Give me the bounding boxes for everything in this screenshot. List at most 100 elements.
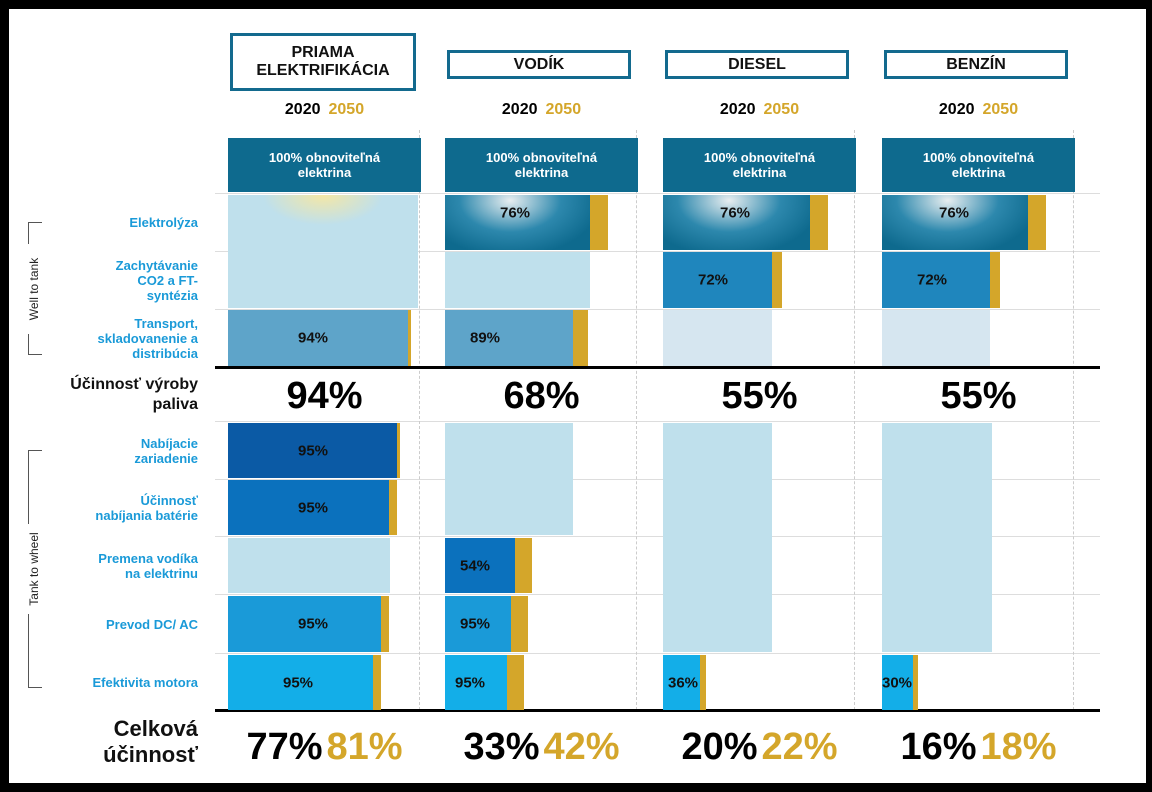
step-value: 95% [297,615,329,633]
step-value: 54% [459,557,491,574]
total-value: 18% [980,726,1057,768]
total: 33% 42% [435,722,648,772]
years: 2020 2050 [882,101,1075,121]
header-box: PRIAMA ELEKTRIFIKÁCIA [230,33,416,91]
row-divider [215,536,1100,537]
total-value: 20% [681,726,758,768]
bar [663,423,772,652]
row-divider [215,193,1100,194]
years: 2020 2050 [663,101,856,121]
total-value: 81% [326,726,403,768]
bar [882,655,913,710]
row-label: Efektivita motora [92,675,198,690]
row-label: Transport, skladovanenie a distribúcia [97,315,198,361]
bar [882,252,990,308]
column-divider [419,130,420,710]
total-value: 42% [543,726,620,768]
bar [445,538,515,593]
step-value: 76% [719,204,751,222]
header-box: BENZÍN [884,50,1068,79]
bar [228,423,397,478]
bar [663,310,772,366]
fuel-efficiency: 94% [286,375,363,417]
total-value: 33% [463,726,540,768]
rule [215,709,1100,712]
row-divider [215,421,1100,422]
year: 2020 [501,101,538,118]
step-value: 95% [454,674,486,691]
bar [882,310,990,366]
total-value: 22% [761,726,838,768]
source-bar: 100% obnoviteľná elektrina [445,138,638,192]
bar [445,252,590,308]
bar [228,195,418,308]
row-divider [215,594,1100,595]
bar-gain [397,423,400,478]
bar [228,310,408,366]
row-divider [215,251,1100,252]
bar [663,252,772,308]
row-divider [215,309,1100,310]
bar [663,655,700,710]
bar-gain [772,252,782,308]
bar [228,596,381,652]
year: 2050 [763,101,800,118]
fuel-efficiency: 68% [503,375,580,417]
bar-gain [511,596,528,652]
step-value: 94% [297,329,329,347]
bar-gain [507,655,524,710]
row-label: Elektrolýza [129,215,198,230]
fuel-efficiency: 55% [940,375,1017,417]
bar-gain [381,596,389,652]
bar [882,423,992,652]
row-label: Zachytávanie CO2 a FT-syntézia [115,257,198,303]
bar [445,655,507,710]
bar [445,596,511,652]
row-label: Nabíjacie zariadenie [134,435,198,466]
source-bar: 100% obnoviteľná elektrina [228,138,421,192]
source-bar: 100% obnoviteľná elektrina [663,138,856,192]
step-value: 95% [297,442,329,459]
bar-gain [590,195,608,250]
bar [445,195,590,250]
bar [228,655,373,710]
column-divider [854,130,855,710]
bar-gain [389,480,397,535]
step-value: 30% [881,674,913,691]
total-value: 16% [900,726,977,768]
side-label: Tank to wheel [27,524,43,614]
step-value: 76% [938,204,970,222]
header-box: VODÍK [447,50,631,79]
bar [228,480,389,535]
side-label: Well to tank [27,243,43,334]
step-value: 36% [667,674,699,691]
row-label: Účinnosť výroby paliva [70,376,198,413]
total: 16% 18% [872,722,1085,772]
column-divider [1073,130,1074,710]
years: 2020 2050 [228,101,421,121]
bar [663,195,810,250]
column-divider [636,130,637,710]
bar-gain [913,655,918,710]
year: 2020 [938,101,975,118]
bar-gain [408,310,411,366]
total: 77% 81% [218,722,431,772]
bar-gain [1028,195,1046,250]
total: 20% 22% [653,722,866,772]
year: 2050 [328,101,365,118]
bar [228,538,390,593]
row-label: Účinnosť nabíjania batérie [95,492,198,523]
step-value: 72% [697,271,729,289]
year: 2050 [982,101,1019,118]
row-divider [215,479,1100,480]
fuel-efficiency: 55% [721,375,798,417]
bar-gain [990,252,1000,308]
row-divider [215,653,1100,654]
year: 2050 [545,101,582,118]
step-value: 89% [469,329,501,347]
step-value: 95% [459,615,491,633]
total-value: 77% [246,726,323,768]
step-value: 72% [916,271,948,289]
bar-gain [700,655,706,710]
step-value: 76% [499,204,531,222]
